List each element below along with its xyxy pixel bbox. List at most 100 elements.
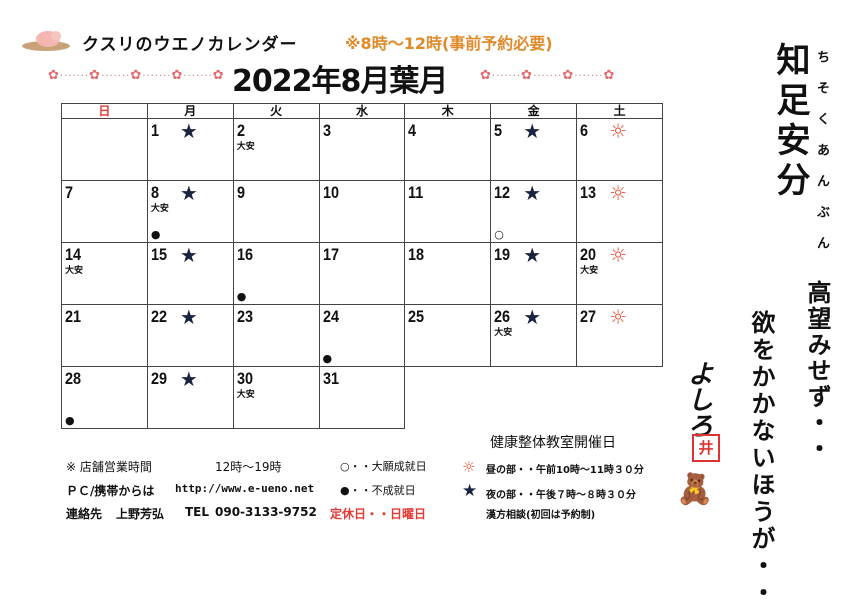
pig-bath-logo bbox=[18, 26, 70, 52]
day-number: 20 bbox=[580, 245, 597, 264]
empty-cell bbox=[577, 367, 663, 429]
day-number: 23 bbox=[236, 307, 253, 326]
star-icon: ★ bbox=[179, 181, 198, 205]
star-icon: ★ bbox=[179, 367, 198, 391]
calendar-week: 1 ★ 2 大安 3 4 5 ★ 6 ☼ bbox=[61, 118, 663, 181]
day-number: 14 bbox=[65, 245, 82, 264]
calendar-day-cell: 8 ★ 大安 ● bbox=[146, 180, 234, 243]
day-number: 29 bbox=[150, 369, 167, 388]
filled-circle-icon: ● bbox=[65, 414, 75, 427]
calendar-day-cell: 21 bbox=[61, 304, 148, 367]
rokuyo-label: 大安 bbox=[236, 390, 255, 400]
day-number: 18 bbox=[408, 245, 425, 264]
contact-name: 上野芳弘 bbox=[116, 507, 165, 521]
calendar-day-cell: 25 bbox=[404, 304, 492, 367]
brand-title: クスリのウエノカレンダー bbox=[82, 35, 298, 55]
weekday-header: 火 bbox=[232, 103, 320, 119]
day-number: 8 bbox=[150, 183, 159, 202]
web-url-link[interactable]: http://www.e-ueno.net bbox=[175, 482, 315, 495]
day-session: 昼の部・・午前10時～11時３０分 bbox=[486, 465, 644, 476]
star-icon: ★ bbox=[523, 119, 542, 143]
calendar-day-cell: 10 bbox=[318, 180, 406, 243]
weekday-header: 木 bbox=[404, 103, 492, 119]
calendar-day-cell: 6 ☼ bbox=[576, 118, 663, 181]
open-circle-icon: ○ bbox=[494, 228, 504, 241]
day-number: 10 bbox=[322, 183, 339, 202]
calendar-day-cell: 3 bbox=[318, 118, 406, 181]
calendar-day-cell: 20 ☼ 大安 bbox=[576, 242, 663, 305]
sun-icon: ☼ bbox=[462, 458, 476, 476]
calendar-week: 21 22 ★ 23 24 ● 25 26 ★ 大安 27 ☼ bbox=[61, 304, 663, 367]
star-icon: ★ bbox=[523, 305, 542, 329]
flower-border-right: ✿·······✿·······✿·······✿ bbox=[480, 68, 616, 83]
calendar-day-cell: 2 大安 bbox=[232, 118, 320, 181]
day-number: 11 bbox=[408, 183, 424, 202]
star-icon: ★ bbox=[179, 305, 198, 329]
day-number: 7 bbox=[65, 183, 74, 202]
store-hours-label: ※ 店舗営業時間 bbox=[66, 460, 152, 474]
calendar-day-cell: 19 ★ bbox=[490, 242, 578, 305]
calendar-day-cell: 16 ● bbox=[232, 242, 320, 305]
calligraphy-line-1: 高望みせず・・ bbox=[803, 280, 832, 462]
kampo-consult: 漢方相談(初回は予約制) bbox=[486, 510, 596, 521]
day-number: 28 bbox=[65, 369, 82, 388]
empty-cell bbox=[491, 367, 577, 429]
calendar-day-cell: 24 ● bbox=[318, 304, 406, 367]
calligraphy-line-2: 欲をかかないほうが・・ bbox=[747, 310, 776, 607]
day-number: 19 bbox=[494, 245, 511, 264]
filled-circle-icon: ● bbox=[322, 352, 333, 365]
seal-stamp: 井 bbox=[692, 434, 720, 462]
calendar-day-cell: 1 ★ bbox=[146, 118, 234, 181]
calendar-day-cell: 27 ☼ bbox=[576, 304, 663, 367]
bear-clover-icon: 🧸 bbox=[676, 472, 714, 507]
rokuyo-label: 大安 bbox=[236, 142, 255, 152]
calendar-day-cell: 7 bbox=[61, 180, 148, 243]
weekday-header: 土 bbox=[576, 103, 663, 119]
sun-icon: ☼ bbox=[609, 243, 627, 267]
filled-circle-icon: ● bbox=[150, 228, 161, 241]
calendar-day-cell: 22 ★ bbox=[146, 304, 234, 367]
idiom-reading: ちそくあんぶん bbox=[814, 50, 829, 267]
day-number: 12 bbox=[494, 183, 511, 202]
closed-day-note: 定休日・・日曜日 bbox=[330, 507, 427, 521]
calendar-week: 7 8 ★ 大安 ● 9 10 11 12 ★ ○ 13 ☼ bbox=[61, 180, 663, 243]
calendar-day-cell: 23 bbox=[232, 304, 320, 367]
calendar-day-cell: 13 ☼ bbox=[576, 180, 663, 243]
tel-label: TEL bbox=[185, 505, 210, 519]
day-number: 15 bbox=[150, 245, 167, 264]
day-number: 3 bbox=[322, 121, 331, 140]
open-dot-legend: ○・・大願成就日 bbox=[340, 460, 427, 473]
calendar-day-cell: 15 ★ bbox=[146, 242, 234, 305]
day-number: 30 bbox=[236, 369, 253, 388]
day-number: 21 bbox=[65, 307, 82, 326]
calendar-day-cell: 4 bbox=[404, 118, 492, 181]
star-icon: ★ bbox=[179, 243, 198, 267]
calendar-day-cell: 31 bbox=[318, 366, 406, 429]
calendar-day-cell: 26 ★ 大安 bbox=[490, 304, 578, 367]
calendar-day-cell: 5 ★ bbox=[490, 118, 578, 181]
day-number: 2 bbox=[236, 121, 245, 140]
sun-icon: ☼ bbox=[609, 119, 627, 143]
day-number: 13 bbox=[580, 183, 597, 202]
calendar-week: 14 大安 15 ★ 16 ● 17 18 19 ★ 20 ☼ 大安 bbox=[61, 242, 663, 305]
day-number: 31 bbox=[322, 369, 339, 388]
classes-title: 健康整体教室開催日 bbox=[490, 435, 616, 451]
calendar-day-cell bbox=[61, 118, 148, 181]
page-title: 2022年8月葉月 bbox=[232, 64, 448, 99]
day-number: 25 bbox=[408, 307, 425, 326]
calendar-grid: 日月火水木金土 1 ★ 2 大安 3 4 5 ★ 6 ☼ 7 8 ★ 大安 ● 9 10 11 12 ★ ○ 13 ☼ 14 大… bbox=[61, 103, 663, 429]
calendar-week: 28 ● 29 ★ 30 大安 31 bbox=[61, 366, 663, 429]
contact-label: 連絡先 bbox=[66, 507, 103, 521]
day-number: 5 bbox=[494, 121, 503, 140]
day-number: 1 bbox=[150, 121, 159, 140]
flower-border-left: ✿·······✿·······✿·······✿·······✿ bbox=[48, 68, 225, 83]
day-number: 22 bbox=[150, 307, 167, 326]
signature: よしろ bbox=[683, 360, 713, 438]
rokuyo-label: 大安 bbox=[494, 328, 513, 338]
tel-number: 090-3133-9752 bbox=[215, 505, 317, 519]
calendar-day-cell: 12 ★ ○ bbox=[490, 180, 578, 243]
calendar-day-cell: 18 bbox=[404, 242, 492, 305]
star-icon: ★ bbox=[179, 119, 198, 143]
rokuyo-label: 大安 bbox=[580, 266, 599, 276]
calendar-day-cell: 17 bbox=[318, 242, 406, 305]
